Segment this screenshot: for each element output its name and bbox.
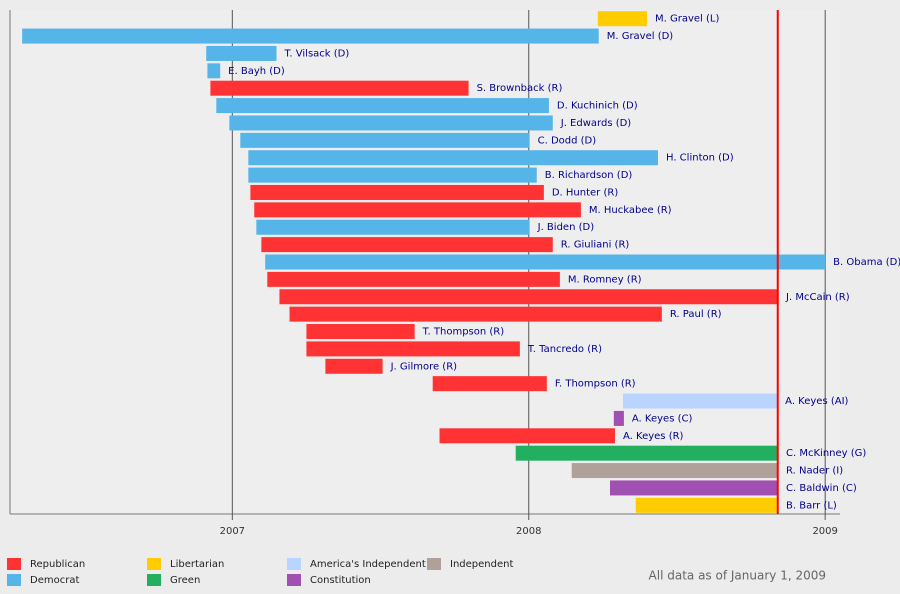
bar xyxy=(635,497,779,513)
bar xyxy=(216,98,549,114)
bar xyxy=(279,289,779,305)
bar xyxy=(210,80,469,96)
bar xyxy=(256,219,530,235)
bar xyxy=(265,254,826,270)
bar-label: J. Gilmore (R) xyxy=(390,361,458,372)
bar xyxy=(206,45,277,61)
legend-swatch xyxy=(147,558,161,570)
bar-label: A. Keyes (C) xyxy=(632,413,693,424)
bar xyxy=(306,324,415,340)
bar-label: H. Clinton (D) xyxy=(666,153,734,164)
bar-label: R. Giuliani (R) xyxy=(561,240,630,251)
bar-label: M. Romney (R) xyxy=(568,274,642,285)
bar-label: S. Brownback (R) xyxy=(477,83,563,94)
bar xyxy=(240,132,530,148)
bar-label: B. Barr (L) xyxy=(786,500,837,511)
bar-label: D. Hunter (R) xyxy=(552,187,618,198)
bar-label: R. Nader (I) xyxy=(786,466,843,477)
bar-label: M. Huckabee (R) xyxy=(589,205,672,216)
bar xyxy=(229,115,553,131)
bar-label: T. Tancredo (R) xyxy=(527,344,602,355)
legend-label: Republican xyxy=(30,559,85,570)
bar xyxy=(254,202,581,218)
legend-label: Constitution xyxy=(310,575,371,586)
bar xyxy=(432,376,547,392)
bar xyxy=(597,11,648,27)
legend-label: America's Independent xyxy=(310,559,426,570)
bar xyxy=(248,167,537,183)
bar-label: C. Dodd (D) xyxy=(538,135,597,146)
legend-swatch xyxy=(427,558,441,570)
x-tick-label: 2008 xyxy=(516,526,541,537)
bar-label: J. McCain (R) xyxy=(785,292,850,303)
bar xyxy=(267,271,560,287)
bar-label: E. Bayh (D) xyxy=(228,66,285,77)
legend-label: Democrat xyxy=(30,575,79,586)
legend-label: Independent xyxy=(450,559,513,570)
bar-label: J. Biden (D) xyxy=(537,222,595,233)
bar xyxy=(261,237,553,253)
bar-label: A. Keyes (AI) xyxy=(785,396,848,407)
legend-label: Green xyxy=(170,575,200,586)
bar xyxy=(439,428,616,444)
bar xyxy=(306,341,520,357)
bar-label: D. Kuchinich (D) xyxy=(557,101,638,112)
legend-label: Libertarian xyxy=(170,559,224,570)
bar-label: T. Vilsack (D) xyxy=(283,48,349,59)
bar-label: F. Thompson (R) xyxy=(555,379,636,390)
bar xyxy=(613,410,624,426)
footnote: All data as of January 1, 2009 xyxy=(649,569,826,583)
bar xyxy=(250,184,544,200)
bar-label: R. Paul (R) xyxy=(670,309,722,320)
bar xyxy=(22,28,599,44)
bar-label: J. Edwards (D) xyxy=(560,118,632,129)
bar xyxy=(623,393,778,409)
legend-swatch xyxy=(7,574,21,586)
bar-label: M. Gravel (D) xyxy=(607,31,674,42)
legend-swatch xyxy=(287,558,301,570)
bar xyxy=(248,150,658,166)
bar-label: C. McKinney (G) xyxy=(786,448,866,459)
legend-swatch xyxy=(7,558,21,570)
bar-label: M. Gravel (L) xyxy=(655,14,719,25)
bar-label: C. Baldwin (C) xyxy=(786,483,857,494)
bar-label: B. Obama (D) xyxy=(833,257,900,268)
x-tick-label: 2009 xyxy=(812,526,837,537)
bar xyxy=(571,463,779,479)
bar-label: T. Thompson (R) xyxy=(422,327,505,338)
bar xyxy=(207,63,221,79)
legend-swatch xyxy=(287,574,301,586)
bar xyxy=(515,445,779,461)
x-tick-label: 2007 xyxy=(220,526,245,537)
bar xyxy=(325,358,383,374)
bar xyxy=(289,306,662,322)
legend-swatch xyxy=(147,574,161,586)
bar xyxy=(609,480,779,496)
bar-label: A. Keyes (R) xyxy=(623,431,684,442)
bar-label: B. Richardson (D) xyxy=(545,170,633,181)
